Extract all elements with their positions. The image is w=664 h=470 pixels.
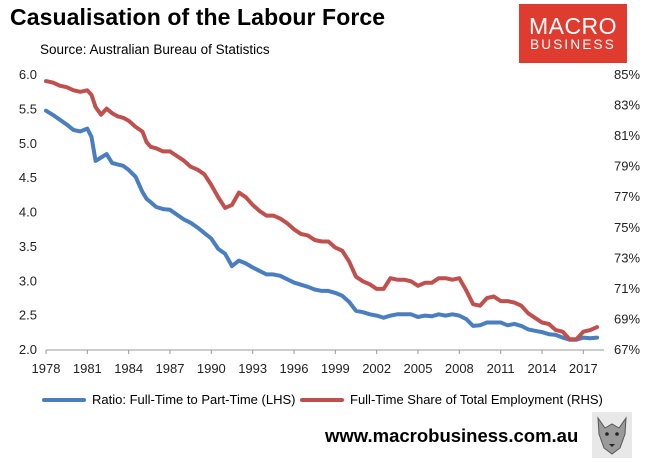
legend-label-ratio: Ratio: Full-Time to Part-Time (LHS) <box>92 392 296 407</box>
legend-item-fulltime-share: Full-Time Share of Total Employment (RHS… <box>300 392 603 407</box>
series-line-fulltime-share <box>44 79 600 342</box>
right-tick-label: 85% <box>614 67 640 82</box>
legend-swatch-ratio <box>42 397 86 402</box>
left-tick-label: 4.5 <box>19 170 37 185</box>
left-tick-label: 5.5 <box>19 101 37 116</box>
right-tick-label: 73% <box>614 250 640 265</box>
logo-line1: MACRO <box>528 12 618 39</box>
right-tick-label: 67% <box>614 342 640 357</box>
wolf-icon <box>592 412 632 458</box>
right-tick-label: 83% <box>614 98 640 113</box>
right-tick-label: 81% <box>614 128 640 143</box>
x-tick-label: 2014 <box>528 361 557 376</box>
right-tick-label: 79% <box>614 159 640 174</box>
left-tick-label: 2.5 <box>19 308 37 323</box>
x-tick-label: 1978 <box>32 361 61 376</box>
right-tick-label: 69% <box>614 311 640 326</box>
x-tick-label: 2008 <box>445 361 474 376</box>
chart-title: Casualisation of the Labour Force <box>10 4 386 30</box>
x-tick-label: 2005 <box>404 361 433 376</box>
left-tick-label: 6.0 <box>19 67 37 82</box>
website-url: www.macrobusiness.com.au <box>325 425 579 446</box>
x-tick-label: 1999 <box>321 361 350 376</box>
x-tick-label: 1987 <box>156 361 185 376</box>
legend-swatch-fulltime-share <box>300 397 344 402</box>
left-tick-label: 4.0 <box>19 205 37 220</box>
x-tick-label: 1981 <box>73 361 102 376</box>
x-tick-label: 1996 <box>280 361 309 376</box>
chart-source: Source: Australian Bureau of Statistics <box>40 42 270 57</box>
legend-label-fulltime-share: Full-Time Share of Total Employment (RHS… <box>350 392 603 407</box>
x-tick-label: 1984 <box>114 361 143 376</box>
left-tick-label: 3.0 <box>19 273 37 288</box>
left-tick-label: 2.0 <box>19 342 37 357</box>
legend-item-ratio: Ratio: Full-Time to Part-Time (LHS) <box>42 392 295 407</box>
right-tick-label: 75% <box>614 220 640 235</box>
left-tick-label: 3.5 <box>19 239 37 254</box>
x-tick-label: 1993 <box>238 361 267 376</box>
logo-line2: BUSINESS <box>530 36 616 52</box>
x-tick-label: 2002 <box>362 361 391 376</box>
x-tick-label: 1990 <box>197 361 226 376</box>
x-tick-label: 2017 <box>569 361 598 376</box>
right-tick-label: 77% <box>614 189 640 204</box>
x-tick-label: 2011 <box>487 361 515 376</box>
left-tick-label: 5.0 <box>19 136 37 151</box>
right-tick-label: 71% <box>614 281 640 296</box>
macrobusiness-logo: MACRO BUSINESS <box>519 4 627 63</box>
series-line-ratio <box>44 108 600 342</box>
